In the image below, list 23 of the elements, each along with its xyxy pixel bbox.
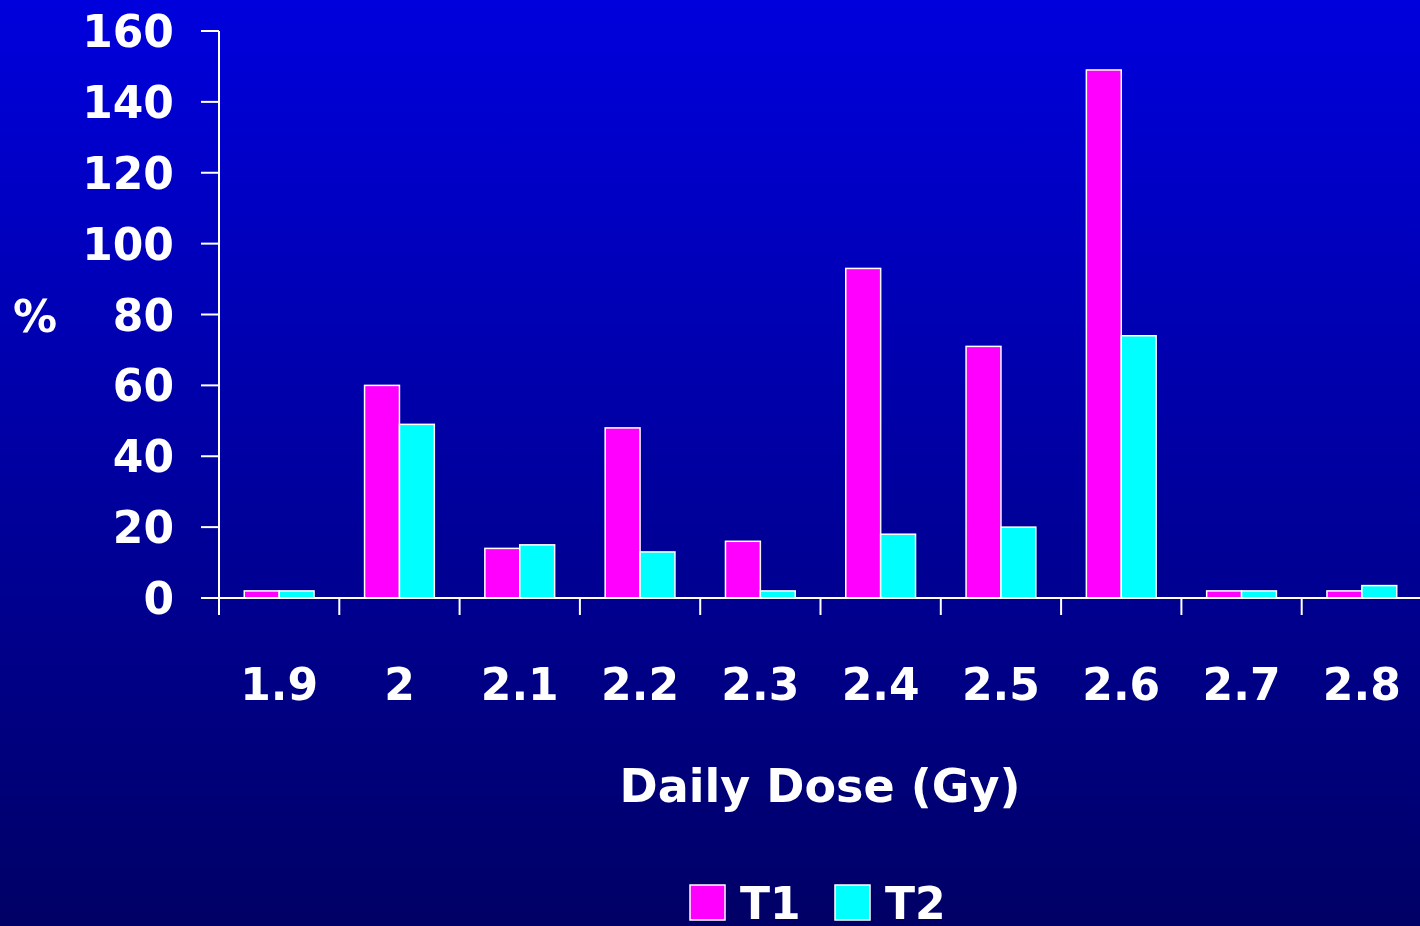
x-tick-label: 2.2	[601, 659, 680, 710]
x-tick-label: 2.6	[1082, 659, 1161, 710]
y-tick-label: 40	[112, 431, 174, 483]
y-tick-label: 80	[112, 289, 174, 341]
x-tick-label: 2.8	[1322, 659, 1401, 710]
y-tick-label: 160	[82, 6, 174, 57]
y-tick-label: 120	[82, 147, 174, 199]
y-tick-label: 0	[143, 573, 174, 624]
legend-label: T2	[885, 878, 946, 926]
legend-label: T1	[740, 878, 801, 926]
x-tick-label: 2.1	[480, 659, 559, 710]
y-axis-title: %	[12, 291, 58, 342]
x-tick-label: 1.9	[240, 659, 319, 710]
x-tick-label: 2.4	[841, 659, 920, 710]
x-tick-label: 2.3	[721, 659, 800, 710]
x-tick-label: 2.7	[1202, 659, 1281, 710]
y-tick-label: 140	[82, 76, 174, 128]
y-tick-label: 100	[82, 218, 174, 270]
y-tick-label: 60	[112, 360, 174, 412]
y-tick-label: 20	[112, 502, 174, 554]
x-axis-title: Daily Dose (Gy)	[619, 759, 1021, 813]
x-tick-label: 2.5	[961, 659, 1040, 710]
x-tick-label: 2	[384, 659, 415, 710]
